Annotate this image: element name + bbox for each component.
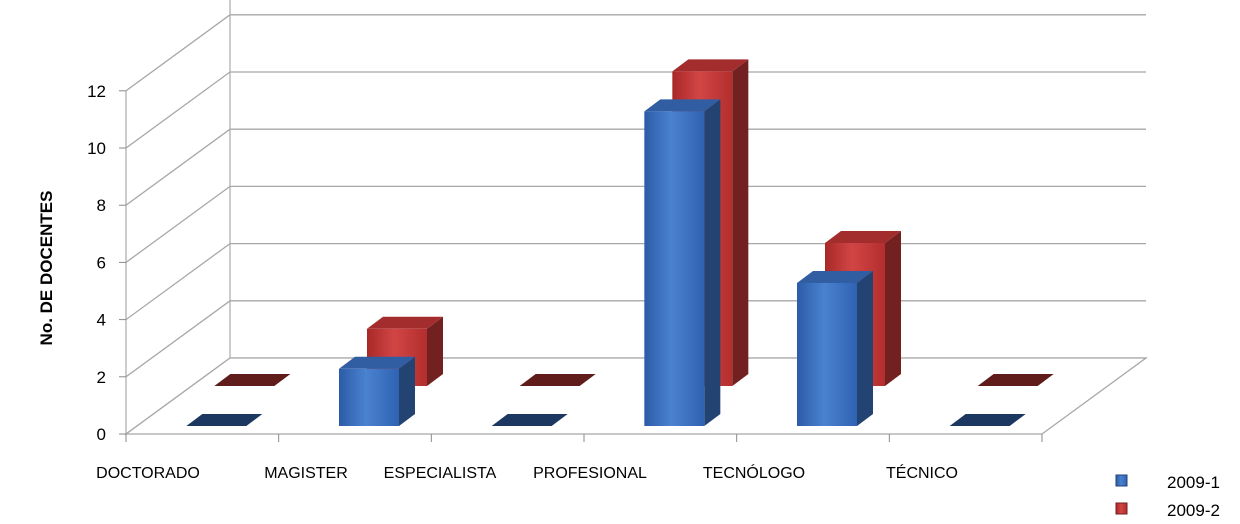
- bar-2009-1-0: [186, 414, 263, 426]
- bar-2009-1-3: [644, 99, 721, 427]
- bar-2009-1-5-top: [949, 414, 1026, 426]
- bar-2009-2-5-top: [977, 374, 1054, 386]
- category-label: PROFESIONAL: [533, 465, 647, 482]
- y-tick-label: 6: [97, 253, 106, 272]
- bar-2009-1-1-side: [399, 356, 415, 426]
- gridline-8: [125, 128, 1146, 206]
- category-label: TECNÓLOGO: [703, 463, 805, 482]
- bar-2009-2-1-side: [427, 316, 443, 386]
- y-tick-labels: 0 2 4 6 8 10 12: [87, 82, 126, 444]
- y-tick-label: 10: [87, 139, 106, 158]
- gridline-12: [125, 14, 1146, 92]
- bar-2009-2-4-top: [825, 231, 901, 243]
- legend-label-2009-2: 2009-2: [1167, 501, 1220, 520]
- bar-2009-1-1-front: [339, 368, 399, 426]
- gridline-10: [125, 71, 1146, 149]
- bar-2009-2-3-side: [732, 59, 749, 387]
- bar-2009-2-4-side: [885, 231, 901, 386]
- bar-2009-2-1-top: [367, 316, 443, 329]
- bar-2009-1-5: [949, 414, 1026, 426]
- y-tick-label: 0: [97, 425, 106, 444]
- category-label: TÉCNICO: [886, 463, 958, 482]
- legend-swatch-2009-1: [1115, 474, 1128, 487]
- bar-2009-1-2-top: [491, 414, 568, 426]
- bar-2009-1-4-top: [797, 271, 873, 283]
- category-label: MAGISTER: [264, 465, 348, 482]
- gridline-4: [125, 242, 1146, 321]
- bar-2009-2-0: [214, 374, 291, 386]
- bar-2009-1-2: [491, 414, 568, 426]
- category-labels: DOCTORADO MAGISTER ESPECIALISTA PROFESIONAL…: [96, 463, 958, 482]
- y-tick-label: 12: [87, 82, 106, 101]
- bar-2009-1-4: [797, 271, 873, 426]
- category-label: DOCTORADO: [96, 465, 200, 482]
- y-tick-label: 8: [97, 196, 106, 215]
- category-label: ESPECIALISTA: [384, 465, 497, 482]
- bars: [186, 59, 1054, 427]
- y-axis-label: No. DE DOCENTES: [37, 191, 56, 346]
- bar-2009-1-3-top: [644, 99, 721, 112]
- bar-2009-2-0-top: [214, 374, 291, 386]
- bar-2009-1-1: [339, 356, 415, 426]
- bar-2009-2-3-top: [672, 59, 749, 72]
- bar-2009-2-2-top: [519, 374, 596, 386]
- legend-swatch-2009-2: [1115, 502, 1128, 515]
- bar-2009-1-3-front: [644, 111, 705, 427]
- bar-2009-1-4-side: [857, 271, 873, 426]
- bar-2009-1-0-top: [186, 414, 263, 426]
- y-tick-label: 2: [97, 368, 106, 387]
- bar-2009-1-3-side: [704, 99, 721, 427]
- bar-2009-1-4-front: [797, 283, 857, 426]
- legend: 2009-1 2009-2: [1115, 473, 1220, 520]
- bar-2009-1-1-top: [339, 356, 415, 369]
- y-tick-label: 4: [97, 311, 106, 330]
- bar-2009-2-2: [519, 374, 596, 386]
- gridline-6: [125, 185, 1146, 263]
- chart-floor: [124, 357, 1148, 442]
- bar-2009-2-5: [977, 374, 1054, 386]
- legend-label-2009-1: 2009-1: [1167, 473, 1220, 492]
